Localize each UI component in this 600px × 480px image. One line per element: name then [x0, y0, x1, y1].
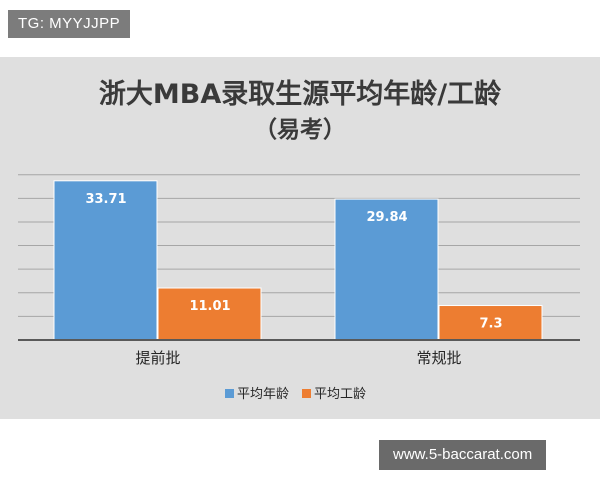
data-label-平均工龄-常规批: 7.3: [479, 317, 502, 332]
legend-swatch-平均工龄: [302, 389, 311, 398]
watermark-bottom: www.5-baccarat.com: [379, 440, 547, 470]
bar-chart: 浙大MBA录取生源平均年龄/工龄 （易考） 33.71 11.01 提前批 29.84 7.…: [18, 78, 580, 402]
legend-swatch-平均年龄: [225, 389, 234, 398]
chart-subtitle: （易考）: [254, 116, 346, 143]
data-label-平均年龄-常规批: 29.84: [366, 210, 407, 225]
watermark-top: TG: MYYJJPP: [8, 10, 131, 38]
bar-平均工龄-常规批: [438, 305, 543, 341]
bar-平均年龄-常规批: [334, 198, 439, 341]
data-label-平均年龄-提前批: 33.71: [85, 192, 126, 207]
legend-label-平均工龄: 平均工龄: [314, 387, 366, 402]
data-label-平均工龄-提前批: 11.01: [189, 299, 230, 314]
legend-label-平均年龄: 平均年龄: [237, 387, 289, 402]
category-label-提前批: 提前批: [135, 349, 180, 367]
chart-title: 浙大MBA录取生源平均年龄/工龄: [99, 78, 502, 110]
bar-平均工龄-提前批: [157, 287, 262, 341]
category-label-常规批: 常规批: [416, 349, 461, 367]
chart-panel: 浙大MBA录取生源平均年龄/工龄 （易考） 33.71 11.01 提前批 29.84 7.…: [0, 57, 600, 419]
